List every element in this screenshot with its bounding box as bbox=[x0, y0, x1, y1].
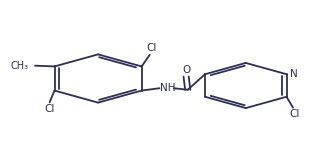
Text: Cl: Cl bbox=[44, 104, 55, 114]
Text: Cl: Cl bbox=[289, 109, 300, 119]
Text: O: O bbox=[182, 65, 190, 75]
Text: Cl: Cl bbox=[146, 43, 156, 53]
Text: NH: NH bbox=[160, 83, 176, 93]
Text: CH₃: CH₃ bbox=[10, 61, 29, 71]
Text: N: N bbox=[290, 69, 298, 79]
